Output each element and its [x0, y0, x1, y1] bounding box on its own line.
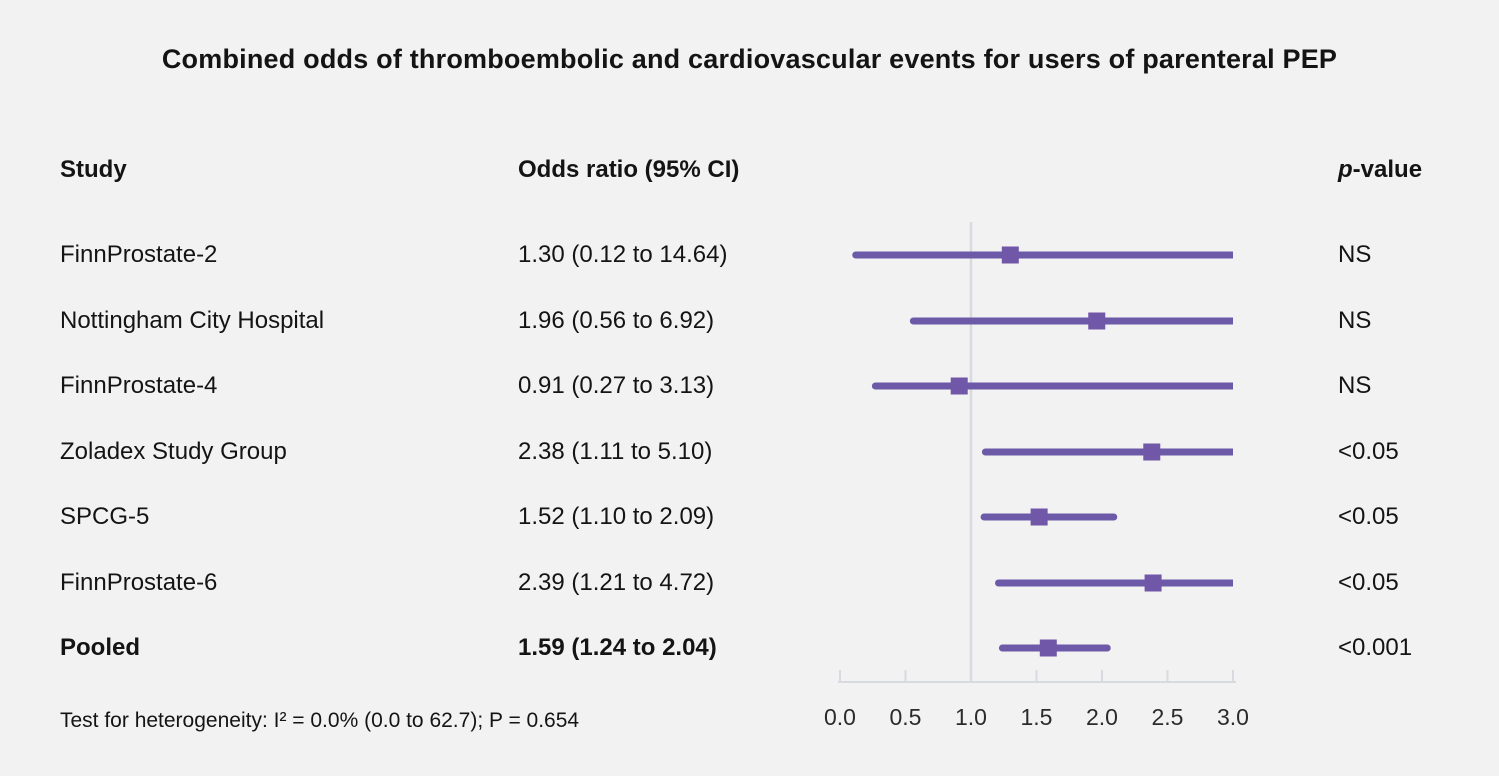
p-value-italic-p: p: [1338, 156, 1353, 183]
table-row-pooled: Pooled 1.59 (1.24 to 2.04) <0.001: [0, 616, 1499, 680]
estimate-marker: [1143, 443, 1161, 461]
table-row: FinnProstate-6 2.39 (1.21 to 4.72) <0.05: [0, 551, 1499, 615]
p-value: <0.05: [1338, 438, 1399, 465]
x-axis-tick-label: 1.5: [1021, 704, 1053, 730]
x-axis-tick-label: 0.5: [890, 704, 922, 730]
x-axis-tick-label: 1.0: [955, 704, 987, 730]
odds-ratio-value: 0.91 (0.27 to 3.13): [518, 372, 715, 399]
estimate-marker: [1030, 508, 1048, 526]
column-header-study: Study: [60, 156, 127, 183]
study-label: Nottingham City Hospital: [60, 307, 325, 334]
table-row: FinnProstate-2 1.30 (0.12 to 14.64) NS: [0, 223, 1499, 287]
estimate-marker: [1001, 246, 1019, 264]
study-label: Pooled: [60, 634, 141, 661]
p-value: <0.05: [1338, 503, 1399, 530]
p-value-rest: -value: [1352, 156, 1423, 183]
x-axis-tick-label: 3.0: [1217, 704, 1249, 730]
odds-ratio-value: 1.96 (0.56 to 6.92): [518, 307, 715, 334]
column-header-row: Study Odds ratio (95% CI) p-value: [0, 138, 1499, 202]
x-axis-tick-label: 0.0: [824, 704, 856, 730]
estimate-marker: [1088, 312, 1106, 330]
odds-ratio-value: 2.39 (1.21 to 4.72): [518, 569, 715, 596]
odds-ratio-value: 1.59 (1.24 to 2.04): [518, 634, 717, 661]
pooled-estimate-marker: [1039, 639, 1057, 657]
heterogeneity-note: Test for heterogeneity: I² = 0.0% (0.0 t…: [60, 709, 580, 732]
table-row: FinnProstate-4 0.91 (0.27 to 3.13) NS: [0, 354, 1499, 418]
table-row: SPCG-5 1.52 (1.10 to 2.09) <0.05: [0, 485, 1499, 549]
p-value: <0.05: [1338, 569, 1399, 596]
x-axis-tick-label: 2.0: [1086, 704, 1118, 730]
odds-ratio-value: 1.52 (1.10 to 2.09): [518, 503, 715, 530]
study-label: SPCG-5: [60, 503, 150, 530]
estimate-marker: [950, 377, 968, 395]
p-value: <0.001: [1338, 634, 1413, 661]
figure-title: Combined odds of thromboembolic and card…: [161, 44, 1338, 74]
estimate-marker: [1144, 574, 1162, 592]
study-label: FinnProstate-2: [60, 241, 218, 268]
x-axis-tick-label: 2.5: [1152, 704, 1184, 730]
p-value: NS: [1338, 241, 1372, 268]
column-header-odds-ratio: Odds ratio (95% CI): [518, 156, 740, 183]
study-label: FinnProstate-4: [60, 372, 218, 399]
odds-ratio-value: 1.30 (0.12 to 14.64): [518, 241, 728, 268]
table-row: Nottingham City Hospital 1.96 (0.56 to 6…: [0, 289, 1499, 353]
column-header-p-value: p-value: [1338, 138, 1422, 202]
table-row: Zoladex Study Group 2.38 (1.11 to 5.10) …: [0, 420, 1499, 484]
p-value: NS: [1338, 307, 1372, 334]
study-label: FinnProstate-6: [60, 569, 218, 596]
odds-ratio-value: 2.38 (1.11 to 5.10): [518, 438, 713, 465]
study-label: Zoladex Study Group: [60, 438, 287, 465]
p-value: NS: [1338, 372, 1372, 399]
